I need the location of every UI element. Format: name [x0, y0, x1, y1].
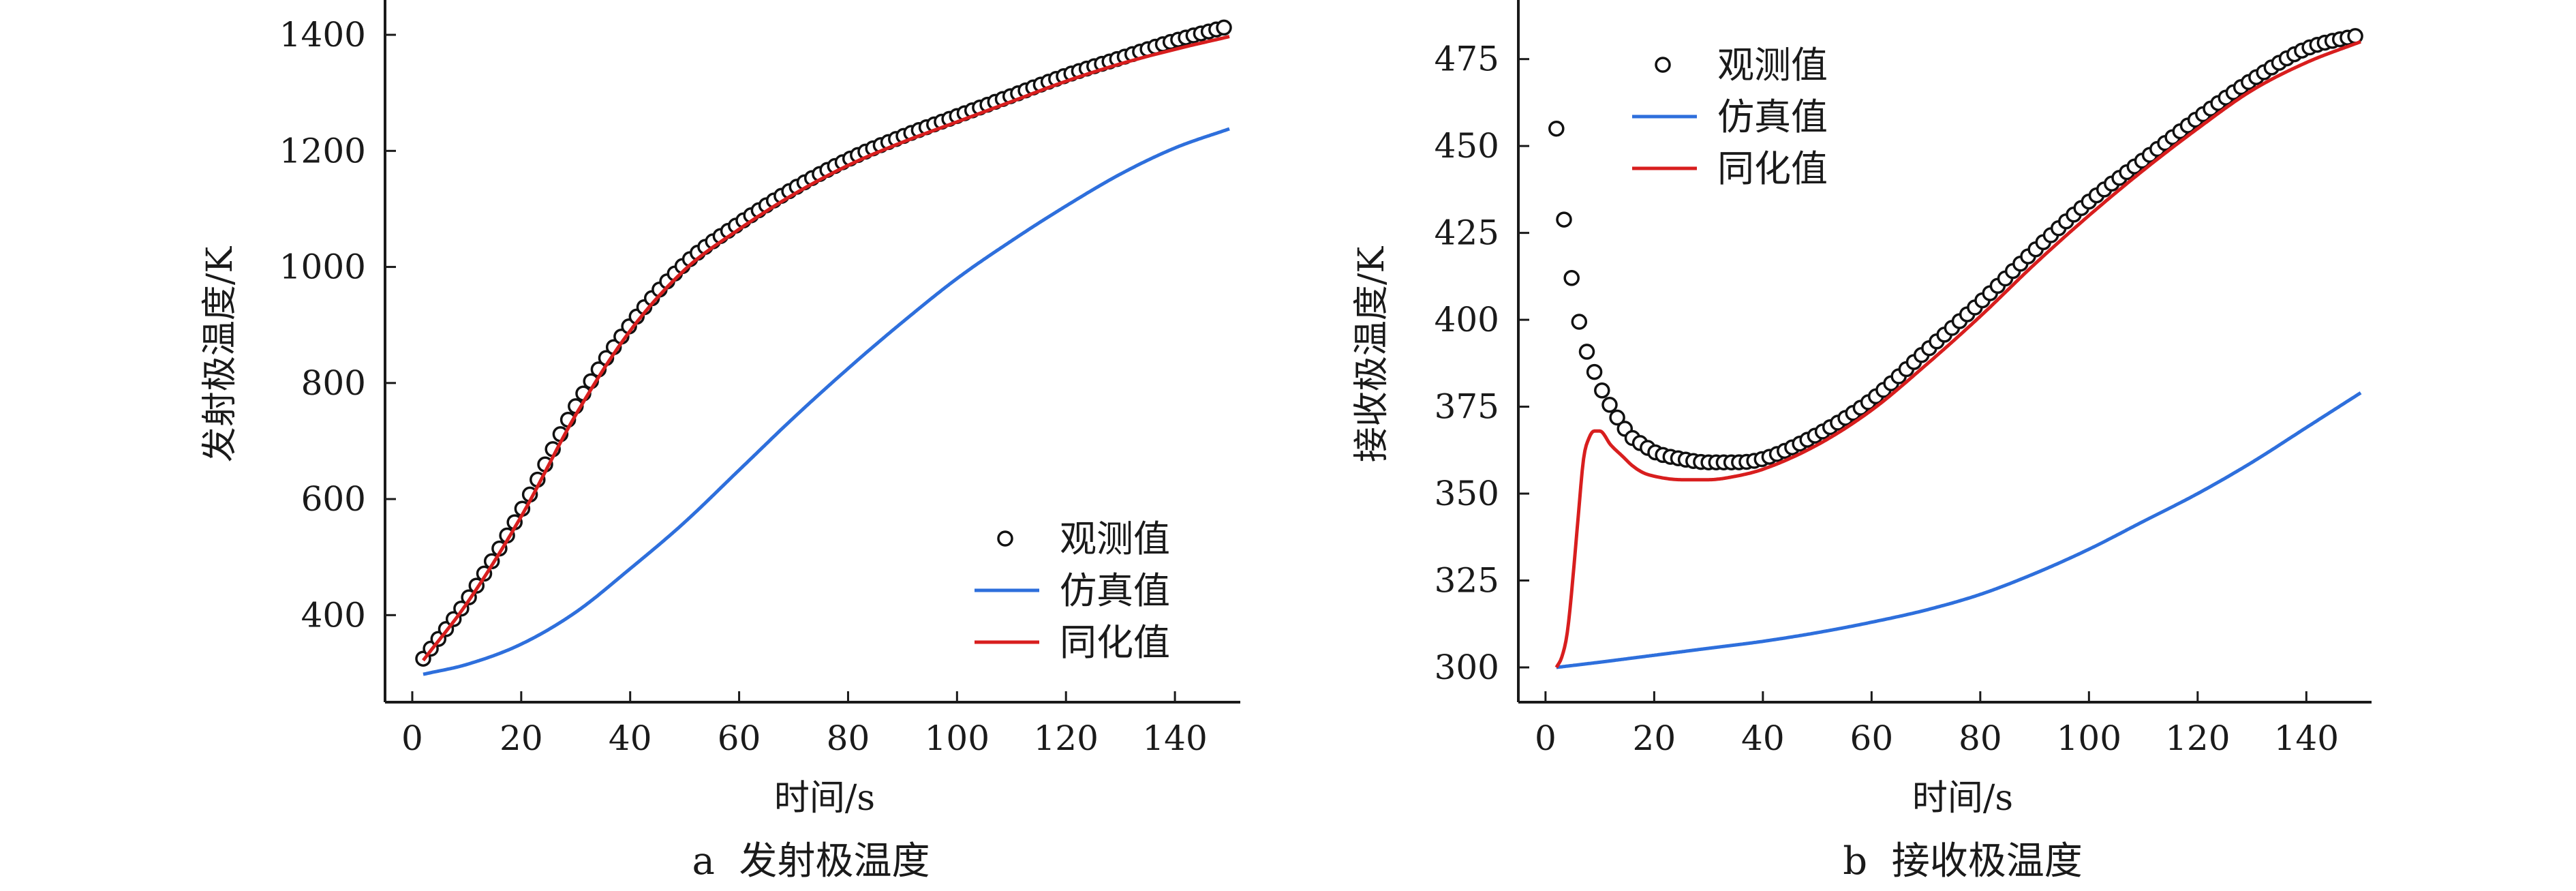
y-tick-label-b: 350 — [1435, 474, 1499, 513]
x-tick-label-b: 20 — [1633, 719, 1676, 758]
y-tick-label-b: 400 — [1435, 300, 1499, 339]
x-tick-label-b: 60 — [1850, 719, 1894, 758]
x-tick-label-b: 0 — [1535, 719, 1557, 758]
series-line-a-1 — [423, 127, 1230, 676]
legend-label-b: 仿真值 — [1717, 95, 1828, 138]
y-tick-label-b: 475 — [1435, 40, 1499, 79]
legend-label-b: 观测值 — [1717, 44, 1828, 87]
y-tick-label-a: 1200 — [279, 131, 366, 170]
x-tick-label-a: 20 — [500, 719, 543, 758]
y-tick-label-a: 400 — [301, 595, 366, 635]
y-tick-label-a: 1000 — [279, 247, 366, 287]
data-point-b — [1578, 344, 1595, 360]
x-tick-label-a: 140 — [1142, 719, 1207, 758]
x-tick-label-b: 80 — [1959, 719, 2002, 758]
x-tick-label-b: 120 — [2165, 719, 2230, 758]
y-tick-label-b: 375 — [1435, 387, 1499, 427]
x-tick-label-a: 40 — [609, 719, 652, 758]
x-tick-label-a: 120 — [1033, 719, 1098, 758]
y-tick-label-b: 325 — [1435, 561, 1499, 601]
data-point-b — [1571, 314, 1588, 330]
y-tick-label-b: 300 — [1435, 648, 1499, 687]
x-tick-label-a: 80 — [827, 719, 870, 758]
x-tick-label-a: 0 — [401, 719, 423, 758]
data-point-b — [1563, 270, 1580, 286]
caption-b: b 接收极温度 — [1843, 839, 2082, 884]
series-line-b-1 — [1556, 391, 2362, 669]
chart-panel-b: 接收极温度/K 时间/s b 接收极温度 0 20 40 60 80 100 120 140 3… — [1351, 0, 2372, 884]
y-tick-label-b: 450 — [1435, 126, 1499, 166]
chart-panel-a: 发射极温度/K 时间/s a 发射极温度 0 20 40 60 80 100 120 140 4… — [200, 0, 1240, 884]
data-point-b — [1609, 409, 1625, 426]
y-tick-label-b: 425 — [1435, 213, 1499, 253]
x-tick-label-b: 40 — [1741, 719, 1785, 758]
data-point-b — [1556, 211, 1572, 228]
caption-a: a 发射极温度 — [692, 839, 930, 884]
y-tick-label-a: 800 — [301, 363, 366, 403]
series-markers-b-0 — [1548, 28, 2363, 470]
xlabel-b: 时间/s — [1912, 778, 2013, 819]
x-tick-label-a: 100 — [925, 719, 990, 758]
y-tick-label-a: 600 — [301, 479, 366, 519]
data-point-a — [1216, 19, 1232, 36]
ylabel-a: 发射极温度/K — [200, 246, 241, 463]
legend-label-a: 同化值 — [1060, 621, 1170, 664]
legend-marker-a — [997, 530, 1013, 547]
data-point-b — [1548, 120, 1565, 137]
y-tick-label-a: 1400 — [279, 15, 366, 55]
legend-label-a: 仿真值 — [1060, 569, 1170, 612]
data-point-b — [1594, 382, 1610, 399]
legend-marker-b — [1655, 57, 1671, 73]
x-tick-label-a: 60 — [718, 719, 761, 758]
x-tick-label-b: 140 — [2274, 719, 2339, 758]
ylabel-b: 接收极温度/K — [1351, 246, 1392, 463]
xlabel-a: 时间/s — [774, 778, 875, 819]
series-line-b-2 — [1554, 40, 2361, 669]
data-point-b — [1586, 363, 1603, 380]
legend-label-b: 同化值 — [1717, 147, 1828, 190]
x-tick-label-b: 100 — [2057, 719, 2121, 758]
legend-label-a: 观测值 — [1060, 517, 1170, 560]
data-point-b — [1601, 397, 1618, 413]
series-line-a-2 — [422, 35, 1230, 662]
